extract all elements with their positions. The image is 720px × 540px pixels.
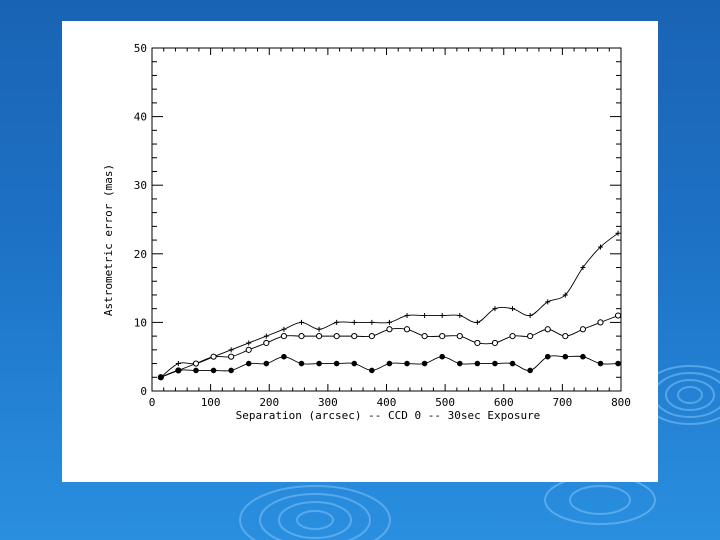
open-circle-point: [315, 333, 323, 340]
filled-circle-point: [369, 367, 375, 374]
y-tick-label: 40: [134, 111, 147, 124]
cross-point: [316, 326, 322, 332]
y-axis-title: Astrometric error (mas): [102, 164, 115, 316]
x-tick-label: 300: [318, 396, 338, 409]
open-circle-point: [368, 333, 375, 340]
filled-circle-point: [597, 360, 604, 367]
filled-circle-point: [474, 360, 481, 367]
y-tick-label: 50: [134, 42, 147, 55]
open-circle-point: [280, 333, 288, 340]
filled-circle-point: [245, 360, 252, 367]
filled-circle-point: [193, 367, 199, 374]
filled-circle-point: [298, 360, 305, 367]
cross-point: [386, 319, 392, 325]
open-circle-point: [210, 353, 217, 360]
open-circle-point: [491, 339, 499, 347]
cross-point: [334, 319, 340, 325]
open-circle-point: [456, 333, 463, 340]
cross-point: [615, 230, 621, 236]
cross-point: [281, 326, 287, 332]
cross-point: [175, 361, 181, 367]
filled-circle-point: [210, 367, 217, 374]
open-circle-point: [614, 312, 622, 319]
cross-point: [492, 306, 498, 312]
cross-point: [263, 333, 269, 339]
open-circle-point: [579, 326, 586, 333]
open-circle-point: [527, 333, 534, 340]
filled-circle-point: [404, 360, 410, 367]
open-circle-point: [474, 339, 481, 347]
y-tick-label: 30: [134, 179, 147, 192]
open-circle-point: [386, 326, 393, 333]
open-circle-point: [421, 333, 428, 340]
filled-circle-point: [228, 367, 234, 374]
open-circle-point: [228, 353, 235, 360]
open-circle-point: [562, 333, 569, 340]
x-tick-label: 700: [552, 396, 572, 409]
cross-point: [457, 313, 463, 319]
cross-point: [545, 299, 551, 305]
series-layer: [157, 230, 622, 381]
x-tick-label: 500: [435, 396, 455, 409]
cross-point: [562, 292, 568, 298]
axes: 0 100 200 300 400 500 600 700 800 0 10 20 30 40 50: [134, 42, 631, 409]
open-circle-point: [192, 360, 200, 367]
filled-circle-point: [386, 360, 393, 367]
x-tick-label: 600: [494, 396, 514, 409]
filled-circle-point: [562, 353, 569, 360]
cross-point: [404, 313, 410, 319]
cross-point: [439, 313, 445, 319]
x-tick-label: 100: [201, 396, 221, 409]
open-circle-point: [298, 333, 305, 340]
cross-point: [228, 347, 234, 353]
filled-circle-point: [509, 360, 516, 367]
open-circle-point: [245, 346, 252, 353]
cross-point: [580, 265, 586, 271]
cross-point: [298, 319, 304, 325]
chart-card: 0 100 200 300 400 500 600 700 800 0 10 20 30 40 50 Ast…: [62, 21, 658, 482]
filled-circle-point: [439, 353, 445, 360]
cross-point: [527, 313, 533, 319]
filled-circle-point: [544, 353, 551, 360]
cross-point: [597, 244, 603, 250]
cross-point: [246, 340, 252, 346]
filled-circle-point: [492, 360, 498, 367]
filled-circle-point: [281, 353, 287, 360]
x-axis-title: Separation (arcsec) -- CCD 0 -- 30sec Ex…: [236, 409, 541, 422]
astrometric-error-chart: 0 100 200 300 400 500 600 700 800 0 10 20 30 40 50 Ast…: [102, 42, 631, 422]
y-tick-label: 20: [134, 248, 147, 261]
filled-circle-point: [316, 360, 322, 367]
open-circle-point: [403, 326, 411, 333]
filled-circle-point: [157, 374, 164, 381]
open-circle-point: [333, 333, 340, 340]
open-circle-point: [351, 333, 358, 340]
cross-point: [351, 319, 357, 325]
filled-circle-point: [263, 360, 270, 367]
filled-circle-point: [351, 360, 358, 367]
open-circle-point: [263, 339, 270, 347]
cross-point: [422, 313, 428, 319]
open-circle-point: [597, 319, 604, 326]
filled-circle-point: [615, 360, 621, 367]
filled-circle-point: [421, 360, 428, 367]
x-tick-label: 800: [611, 396, 631, 409]
filled-circle-point: [580, 353, 586, 360]
plot-frame: [151, 47, 622, 392]
y-tick-label: 10: [134, 316, 147, 329]
filled-circle-point: [456, 360, 463, 367]
y-tick-label: 0: [140, 385, 147, 398]
filled-circle-point: [527, 367, 533, 374]
x-tick-label: 400: [377, 396, 397, 409]
filled-circle-point: [175, 367, 182, 374]
cross-point: [369, 319, 375, 325]
open-circle-point: [509, 333, 516, 340]
filled-circle-point: [333, 360, 340, 367]
cross-point: [510, 306, 516, 312]
open-circle-point: [439, 333, 446, 340]
open-circle-point: [544, 326, 551, 333]
x-tick-label: 0: [149, 396, 156, 409]
x-tick-label: 200: [259, 396, 279, 409]
cross-point: [474, 319, 480, 325]
